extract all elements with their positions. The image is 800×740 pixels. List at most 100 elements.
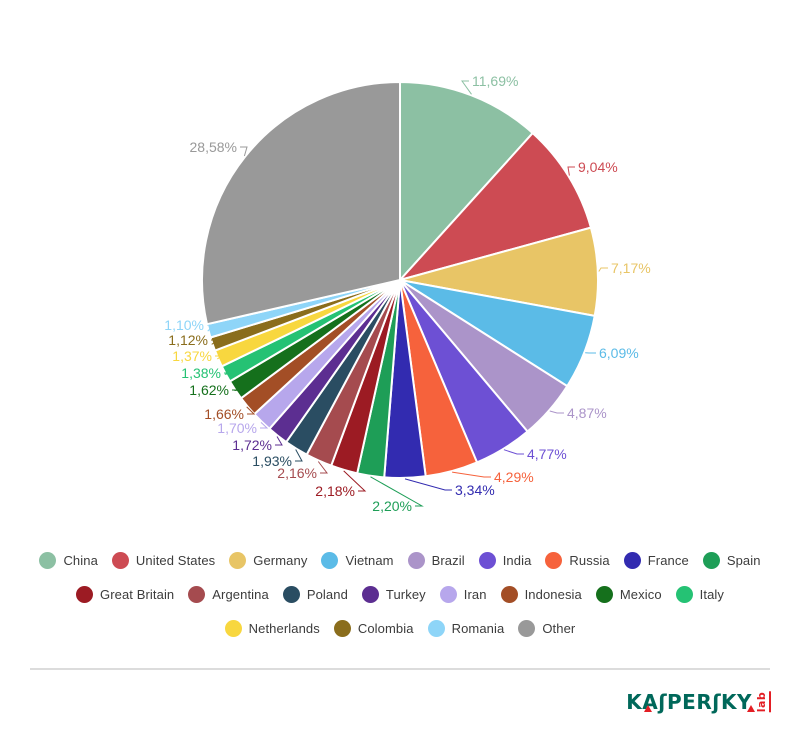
- pie-slice-united-states[interactable]: [399, 132, 592, 281]
- slice-label-argentina: 2,16%: [277, 465, 317, 481]
- legend-label: Turkey: [385, 586, 426, 602]
- label-connector-poland: [295, 449, 303, 462]
- slice-label-vietnam: 6,09%: [599, 345, 639, 361]
- legend-label: India: [502, 552, 532, 568]
- legend-item-other[interactable]: Other: [518, 619, 576, 637]
- label-connector-great-britain: [343, 470, 367, 492]
- kaspersky-logo: KAʃPERʃKY lab: [626, 684, 771, 720]
- legend-item-china[interactable]: China: [39, 551, 98, 569]
- legend-item-germany[interactable]: Germany: [229, 551, 308, 569]
- legend-dot-poland: [282, 585, 300, 603]
- legend-label: Iran: [463, 586, 487, 602]
- footer: KAʃPERʃKY lab: [30, 684, 771, 720]
- pie-slice-other[interactable]: [201, 81, 401, 326]
- label-connector-romania: [207, 324, 216, 332]
- slice-label-colombia: 1,12%: [168, 332, 208, 348]
- legend-dot-france: [623, 551, 641, 569]
- legend-dot-brazil: [407, 551, 425, 569]
- legend-label: Colombia: [357, 620, 414, 636]
- legend-item-romania[interactable]: Romania: [427, 619, 505, 637]
- legend-label: Russia: [569, 552, 610, 568]
- legend-item-iran[interactable]: Iran: [439, 585, 487, 603]
- legend-label: Poland: [306, 586, 348, 602]
- label-connector-germany: [598, 267, 608, 272]
- legend-item-netherlands[interactable]: Netherlands: [224, 619, 320, 637]
- label-connector-indonesia: [246, 406, 256, 415]
- legend-dot-colombia: [333, 619, 351, 637]
- legend-label: Romania: [451, 620, 505, 636]
- legend-dot-netherlands: [224, 619, 242, 637]
- legend-dot-indonesia: [500, 585, 518, 603]
- legend-item-colombia[interactable]: Colombia: [333, 619, 414, 637]
- legend-row: China United States Germany Vietnam Brazil In…: [39, 548, 760, 572]
- legend-item-india[interactable]: India: [478, 551, 532, 569]
- slice-label-turkey: 1,72%: [232, 437, 272, 453]
- label-connector-france: [404, 478, 452, 491]
- red-triangle-icon: [644, 705, 653, 712]
- kaspersky-lab-wrap: lab: [754, 684, 771, 720]
- label-connector-iran: [260, 422, 269, 429]
- legend-item-great-britain[interactable]: Great Britain: [75, 585, 174, 603]
- slice-label-italy: 1,38%: [181, 365, 221, 381]
- legend-item-vietnam[interactable]: Vietnam: [321, 551, 393, 569]
- slice-label-great-britain: 2,18%: [315, 483, 355, 499]
- legend-dot-vietnam: [321, 551, 339, 569]
- legend-label: Germany: [253, 552, 308, 568]
- legend-item-poland[interactable]: Poland: [282, 585, 348, 603]
- legend-item-united-states[interactable]: United States: [111, 551, 216, 569]
- legend-item-indonesia[interactable]: Indonesia: [500, 585, 582, 603]
- legend-item-italy[interactable]: Italy: [675, 585, 724, 603]
- legend-dot-china: [39, 551, 57, 569]
- legend-dot-great-britain: [75, 585, 93, 603]
- legend-label: Spain: [726, 552, 761, 568]
- label-connector-china: [461, 80, 472, 95]
- label-connector-brazil: [549, 410, 564, 414]
- legend-item-argentina[interactable]: Argentina: [188, 585, 269, 603]
- slice-label-china: 11,69%: [472, 73, 518, 89]
- legend-label: Indonesia: [524, 586, 582, 602]
- label-connector-other: [240, 146, 248, 157]
- legend-label: China: [63, 552, 98, 568]
- slice-label-brazil: 4,87%: [567, 405, 607, 421]
- legend-dot-argentina: [188, 585, 206, 603]
- legend-dot-india: [478, 551, 496, 569]
- legend-dot-united-states: [111, 551, 129, 569]
- pie-slice-china[interactable]: [399, 81, 534, 281]
- legend-label: Italy: [699, 586, 724, 602]
- legend-item-brazil[interactable]: Brazil: [407, 551, 465, 569]
- slice-label-india: 4,77%: [527, 446, 567, 462]
- slice-label-united-states: 9,04%: [578, 159, 618, 175]
- label-connector-united-states: [567, 166, 575, 176]
- legend-item-mexico[interactable]: Mexico: [595, 585, 662, 603]
- label-connector-turkey: [275, 436, 283, 446]
- slice-label-romania: 1,10%: [164, 317, 204, 333]
- legend-label: United States: [135, 552, 216, 568]
- label-connector-netherlands: [215, 355, 224, 360]
- legend-item-france[interactable]: France: [623, 551, 689, 569]
- legend-label: Other: [542, 620, 576, 636]
- slice-label-netherlands: 1,37%: [172, 348, 212, 364]
- pie-chart: 11,69% 9,04% 7,17% 6,09% 4,87% 4,77% 4,29%3,34…: [164, 73, 651, 514]
- legend-dot-other: [518, 619, 536, 637]
- slice-label-germany: 7,17%: [611, 260, 651, 276]
- legend-label: Netherlands: [248, 620, 320, 636]
- legend-dot-spain: [702, 551, 720, 569]
- legend-label: Mexico: [619, 586, 662, 602]
- chart-legend: China United States Germany Vietnam Brazil In…: [0, 548, 800, 640]
- footer-divider: [30, 668, 770, 670]
- legend-row: Great Britain Argentina Poland Turkey Iran In…: [75, 582, 724, 606]
- label-connector-colombia: [211, 339, 220, 345]
- red-triangle-icon: [747, 705, 755, 712]
- slice-label-other: 28,58%: [190, 139, 237, 155]
- slice-label-iran: 1,70%: [217, 420, 257, 436]
- legend-label: France: [647, 552, 689, 568]
- legend-item-turkey[interactable]: Turkey: [361, 585, 426, 603]
- legend-dot-italy: [675, 585, 693, 603]
- legend-dot-romania: [427, 619, 445, 637]
- label-connector-italy: [224, 372, 232, 375]
- label-connector-india: [503, 449, 524, 455]
- legend-item-spain[interactable]: Spain: [702, 551, 761, 569]
- slice-label-poland: 1,93%: [252, 453, 292, 469]
- legend-item-russia[interactable]: Russia: [545, 551, 610, 569]
